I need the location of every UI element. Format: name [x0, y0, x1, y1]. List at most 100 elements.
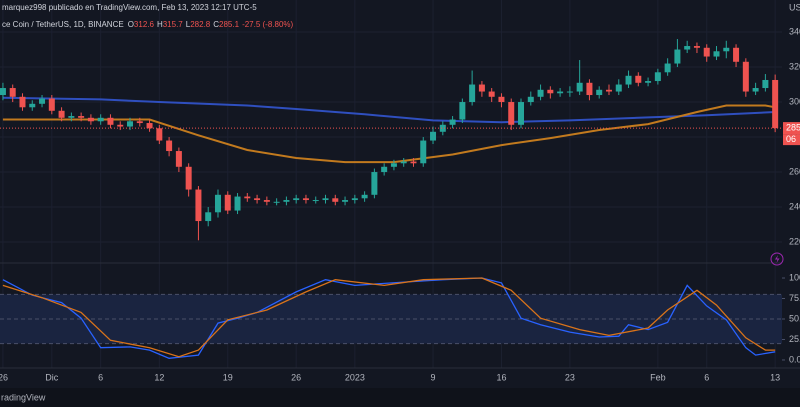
- x-tick-label: 26: [0, 372, 8, 382]
- candle-body: [449, 119, 456, 125]
- x-tick-label: 19: [223, 372, 233, 382]
- candle-body: [733, 47, 740, 62]
- candle-body: [68, 116, 75, 118]
- x-tick-label: Dic: [45, 372, 58, 382]
- brand: radingView: [1, 392, 46, 402]
- candle-body: [615, 84, 622, 92]
- candle-body: [0, 88, 6, 96]
- candle-body: [723, 47, 730, 52]
- band-fill: [0, 294, 782, 344]
- candle-body: [273, 201, 280, 203]
- y-tick-label: 260: [789, 166, 800, 176]
- candle-body: [87, 117, 94, 122]
- candle-body: [742, 61, 749, 92]
- candle-body: [19, 96, 26, 108]
- countdown-tag: [783, 134, 800, 146]
- candle-body: [664, 63, 671, 73]
- candle-body: [684, 46, 691, 50]
- y-tick-label: 100.00: [789, 272, 800, 282]
- alert-icon[interactable]: [770, 252, 784, 266]
- footer-bar: [0, 388, 800, 407]
- candle-body: [58, 110, 65, 118]
- candle-body: [322, 198, 329, 201]
- candle-body: [566, 91, 573, 93]
- ohlc-value: -27.5 (-8.80%): [242, 20, 293, 29]
- candle-body: [48, 98, 55, 111]
- candle-body: [107, 117, 114, 125]
- candle-body: [420, 140, 427, 164]
- plot: [0, 39, 782, 359]
- y-tick-label: 50.00: [789, 313, 800, 323]
- candle-body: [205, 212, 212, 222]
- candle-body: [9, 88, 16, 97]
- candle-body: [762, 79, 769, 89]
- grid: [0, 0, 782, 368]
- candle-body: [488, 91, 495, 97]
- candle-body: [527, 96, 534, 103]
- candle-body: [234, 196, 241, 211]
- x-tick-label: 6: [98, 372, 103, 382]
- ohlc-value: 315.7: [163, 20, 184, 29]
- candle-body: [586, 82, 593, 96]
- candle-body: [254, 198, 261, 201]
- ohlc-label: C: [213, 20, 219, 29]
- candle-body: [703, 47, 710, 57]
- candle-body: [263, 200, 270, 202]
- ohlc-label: H: [157, 20, 163, 29]
- x-tick-label: 6: [704, 372, 709, 382]
- candle-body: [39, 98, 46, 104]
- candle-body: [381, 166, 388, 173]
- candle-body: [645, 81, 652, 83]
- last-price-label: 285.1: [786, 122, 800, 132]
- ohlc-label: O: [128, 20, 134, 29]
- candle-body: [342, 200, 349, 202]
- candle-body: [312, 200, 319, 202]
- candle-body: [518, 102, 525, 125]
- alert-icon-bolt: [775, 255, 780, 263]
- candle-body: [498, 96, 505, 103]
- ohlc-value: 282.8: [190, 20, 211, 29]
- candle-body: [772, 79, 779, 129]
- y-tick-label: 320: [789, 61, 800, 71]
- candle-body: [166, 140, 173, 152]
- candle-body: [713, 51, 720, 57]
- y-tick-label: 0.00: [789, 354, 800, 364]
- symbol: ce Coin / TetherUS, 1D, BINANCE: [2, 20, 124, 29]
- candle-body: [390, 163, 397, 167]
- x-tick-label: 12: [154, 372, 164, 382]
- x-tick-label: 2023: [345, 372, 365, 382]
- ohlc-value: 312.6: [134, 20, 155, 29]
- x-tick-label: 13: [770, 372, 780, 382]
- candle-body: [430, 131, 437, 141]
- x-tick-label: 16: [496, 372, 506, 382]
- moving-average: [2, 104, 776, 164]
- candle-body: [224, 194, 231, 211]
- candle-body: [576, 82, 583, 92]
- candle-body: [136, 121, 143, 124]
- candle-body: [469, 84, 476, 103]
- x-tick-label: Feb: [650, 372, 666, 382]
- candle-body: [361, 194, 368, 199]
- moving-average: [2, 96, 776, 124]
- candle-body: [410, 161, 417, 164]
- candle-body: [351, 198, 358, 201]
- candle-body: [127, 121, 134, 127]
- candle-body: [596, 89, 603, 96]
- candle-body: [97, 117, 104, 122]
- candle-body: [293, 198, 300, 201]
- ohlc-value: 285.1: [219, 20, 240, 29]
- y-tick-label: 340: [789, 26, 800, 36]
- candle-body: [478, 84, 485, 92]
- candle-body: [283, 200, 290, 202]
- candle-body: [547, 89, 554, 94]
- x-tick-label: 26: [291, 372, 301, 382]
- candle-body: [752, 88, 759, 92]
- x-tick-label: 23: [565, 372, 575, 382]
- countdown: 06: [786, 134, 796, 144]
- candle-body: [693, 46, 700, 48]
- y-tick-label: 300: [789, 96, 800, 106]
- candle-body: [605, 89, 612, 92]
- currency: USD: [789, 2, 800, 12]
